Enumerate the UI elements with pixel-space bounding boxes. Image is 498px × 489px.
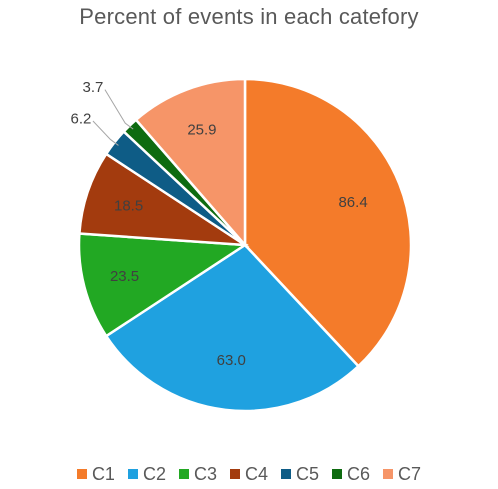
data-label-c1: 86.4 bbox=[338, 194, 367, 211]
legend-item-c4: C4 bbox=[229, 463, 268, 485]
leader-line-c6 bbox=[104, 89, 134, 130]
legend-swatch-c4 bbox=[229, 469, 240, 479]
legend-label-c7: C7 bbox=[398, 463, 422, 484]
legend-swatch-c7 bbox=[383, 469, 394, 479]
data-label-c7: 25.9 bbox=[187, 121, 216, 138]
pie-slice-c2 bbox=[104, 243, 361, 413]
legend-item-c3: C3 bbox=[178, 463, 217, 485]
pie-slice-c1 bbox=[243, 77, 413, 368]
chart-title: Percent of events in each catefory bbox=[79, 4, 419, 29]
legend-item-c1: C1 bbox=[76, 463, 115, 485]
legend-label-c6: C6 bbox=[347, 463, 371, 484]
data-label-c4: 18.5 bbox=[114, 197, 143, 214]
legend-label-c3: C3 bbox=[193, 463, 217, 484]
legend-swatch-c2 bbox=[127, 469, 138, 479]
legend-item-c2: C2 bbox=[127, 463, 166, 485]
legend-swatch-c5 bbox=[281, 469, 291, 479]
legend-swatch-c3 bbox=[178, 469, 189, 479]
data-label-c6: 3.7 bbox=[83, 79, 104, 96]
legend-label-c5: C5 bbox=[296, 463, 320, 484]
pie-slice-c7 bbox=[134, 77, 247, 249]
data-label-c2: 63.0 bbox=[217, 352, 246, 369]
legend: C1 C2 C3 C4 C5 C6 C7 bbox=[0, 463, 498, 485]
legend-label-c2: C2 bbox=[142, 463, 166, 484]
data-label-c3: 23.5 bbox=[110, 268, 139, 285]
legend-item-c7: C7 bbox=[383, 464, 421, 485]
data-label-c5: 6.2 bbox=[71, 110, 92, 127]
legend-item-c5: C5 bbox=[281, 464, 319, 485]
legend-swatch-c1 bbox=[76, 469, 87, 479]
legend-swatch-c6 bbox=[332, 469, 343, 479]
legend-item-c6: C6 bbox=[332, 464, 370, 485]
legend-label-c1: C1 bbox=[91, 463, 115, 484]
legend-label-c4: C4 bbox=[244, 463, 268, 484]
leader-line-c5 bbox=[92, 120, 119, 146]
pie-slice-c3 bbox=[77, 232, 249, 338]
